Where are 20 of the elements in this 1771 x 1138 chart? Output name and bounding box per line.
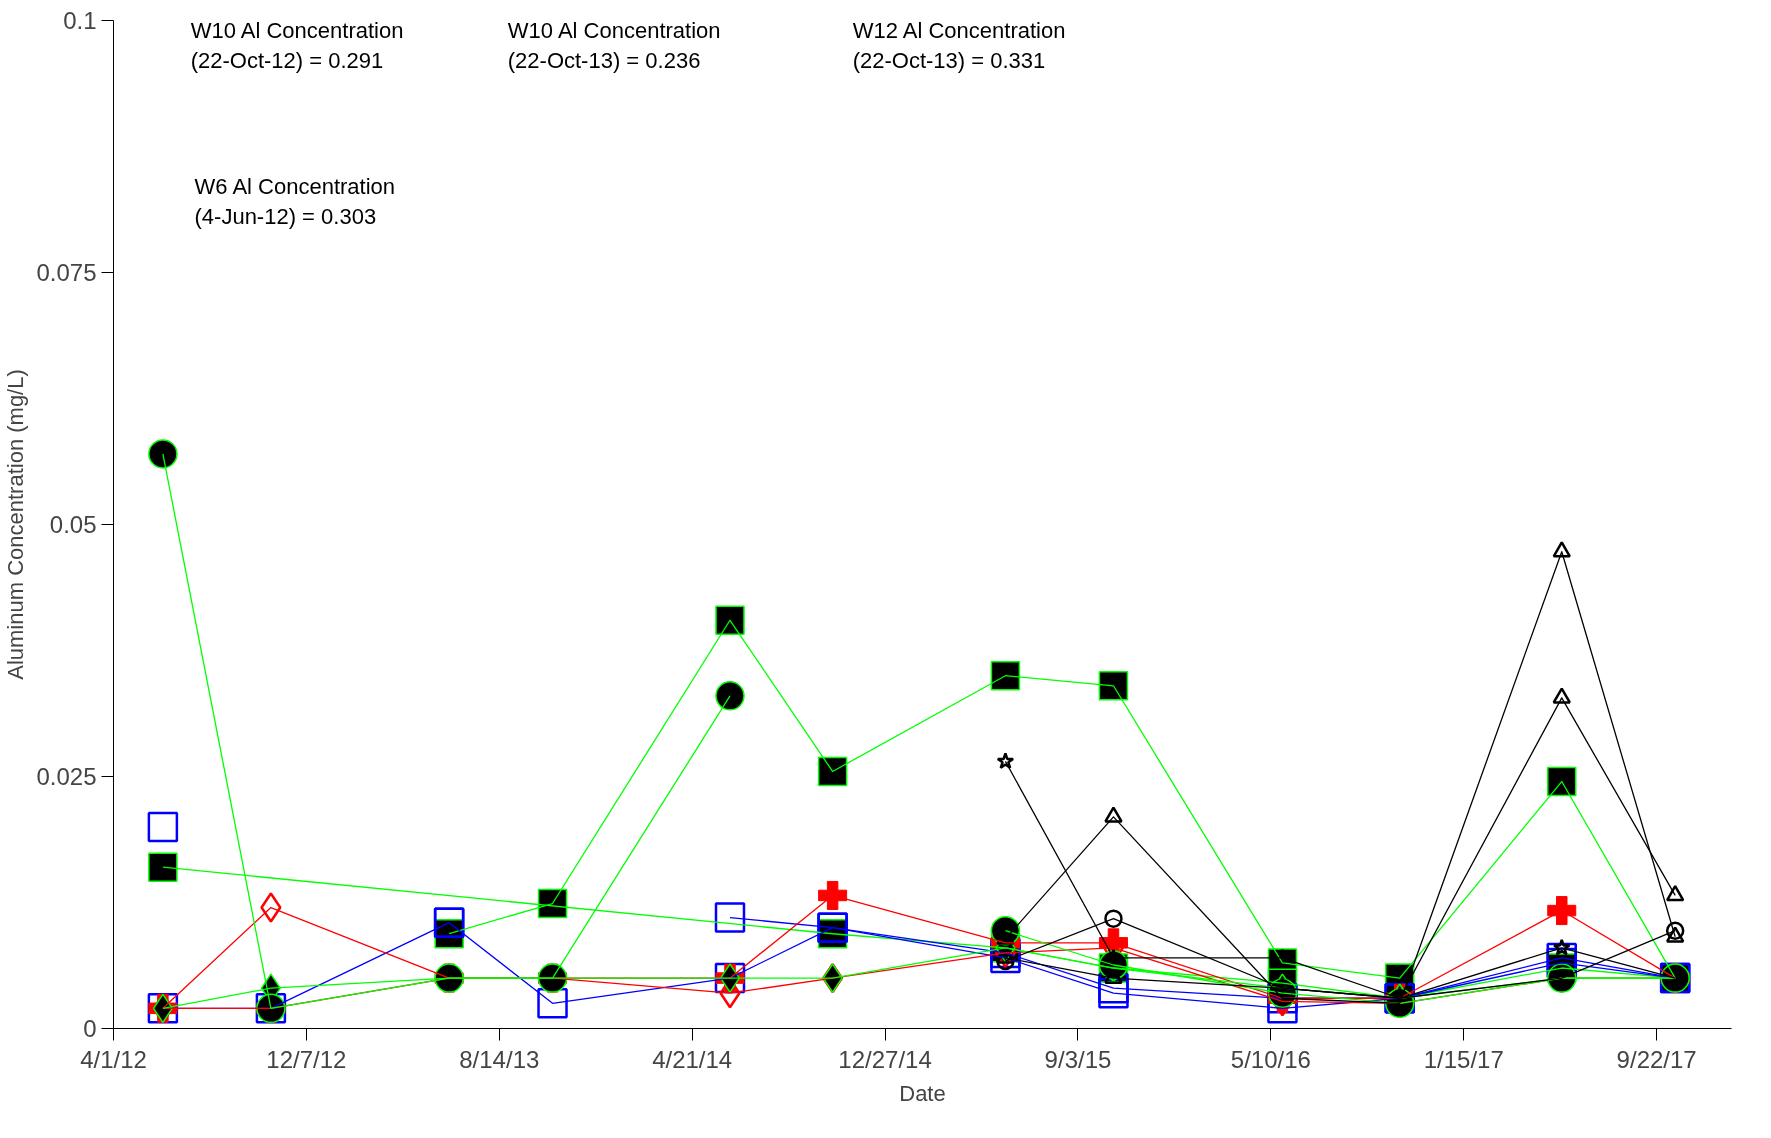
- y-tick-label: 0.075: [36, 259, 97, 286]
- annotation: W12 Al Concentration (22-Oct-13) = 0.331: [852, 18, 1066, 74]
- y-axis-title: Aluminum Concentration (mg/L): [3, 369, 29, 680]
- annotation: W10 Al Concentration (22-Oct-12) = 0.291: [190, 18, 404, 74]
- x-tick-label: 9/3/15: [1044, 1045, 1112, 1073]
- annotation: W6 Al Concentration (4-Jun-12) = 0.303: [194, 174, 396, 230]
- x-tick-label: 12/27/14: [838, 1045, 932, 1073]
- x-tick-label: 4/1/12: [80, 1045, 147, 1073]
- y-tick-label: 0.05: [49, 511, 97, 538]
- y-tick-label: 0: [83, 1015, 97, 1042]
- y-tick-label: 0.025: [36, 763, 97, 790]
- y-tick-label: 0.1: [63, 7, 97, 34]
- x-tick-label: 1/15/17: [1423, 1045, 1504, 1073]
- x-tick-label: 8/14/13: [459, 1045, 540, 1073]
- x-tick-label: 5/10/16: [1230, 1045, 1311, 1073]
- x-axis-title: Date: [899, 1080, 946, 1106]
- x-tick-label: 9/22/17: [1616, 1045, 1697, 1073]
- x-tick-label: 12/7/12: [266, 1045, 347, 1073]
- annotation: W10 Al Concentration (22-Oct-13) = 0.236: [507, 18, 721, 74]
- x-tick-label: 4/21/14: [652, 1045, 733, 1073]
